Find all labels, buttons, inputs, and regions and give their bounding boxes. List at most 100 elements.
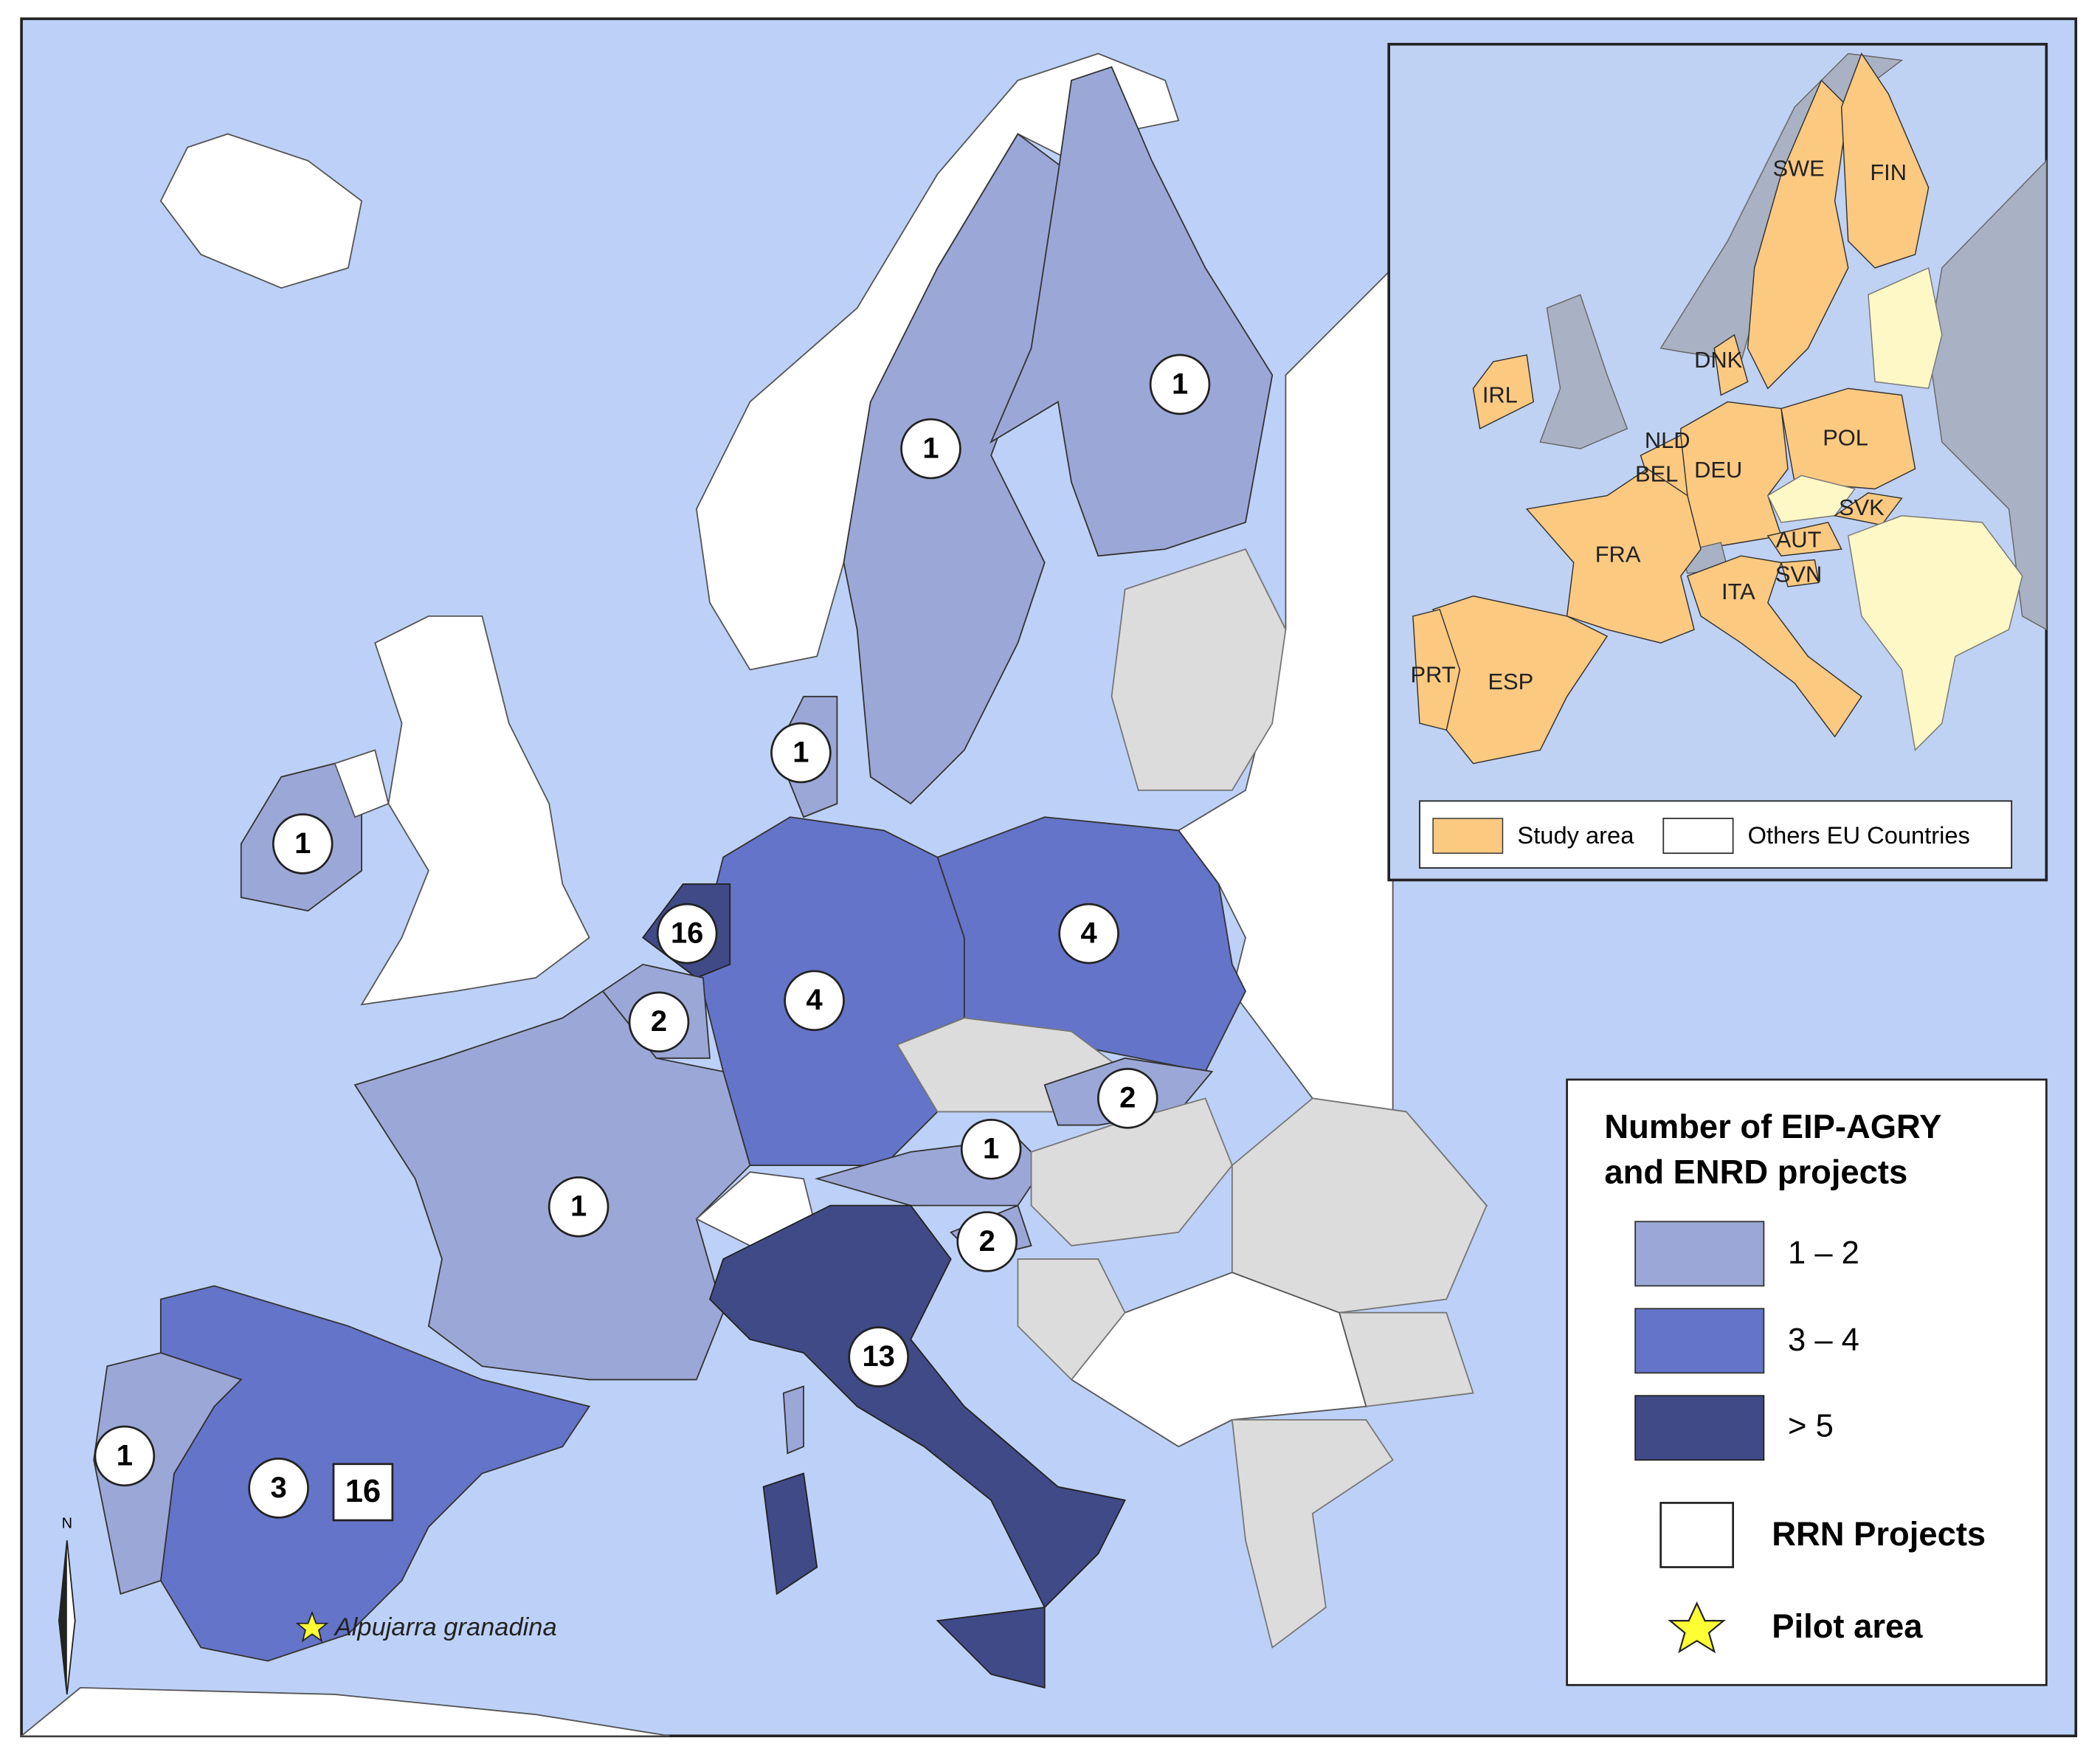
count-label: 16	[671, 917, 703, 949]
inset-sweden	[1747, 79, 1849, 390]
inset-map: SWE FIN DNK IRL NLD BEL DEU POL SVK AUT SVN FRA ITA P…	[1387, 43, 2048, 882]
count-label: 4	[806, 984, 822, 1016]
baltics	[1111, 548, 1287, 791]
inset-uk	[1539, 294, 1628, 449]
finland	[989, 66, 1274, 557]
inset-slovenia	[1780, 559, 1820, 587]
inset-code: POL	[1823, 424, 1868, 450]
count-circle	[656, 903, 718, 965]
count-circle	[956, 1211, 1018, 1272]
count-circle	[272, 813, 334, 875]
count-circle	[1096, 1067, 1158, 1129]
portugal	[93, 1352, 243, 1596]
count-label: 13	[862, 1340, 894, 1373]
france	[353, 990, 751, 1381]
balkans	[1070, 1272, 1367, 1448]
inset-legend-label: Study area	[1517, 821, 1634, 849]
legend-class: 3 – 4	[1788, 1322, 1859, 1358]
inset-code: DNK	[1694, 347, 1743, 373]
inset-code: ESP	[1488, 669, 1533, 694]
rrn-marker: 16	[332, 1463, 394, 1522]
inset-code: SWE	[1772, 156, 1824, 182]
inset-code: SVN	[1775, 562, 1822, 587]
count-label: 2	[979, 1225, 995, 1258]
croatia	[1017, 1258, 1126, 1381]
inset-finland	[1840, 52, 1930, 269]
inset-slovakia	[1833, 492, 1903, 526]
legend-rrn-swatch	[1659, 1502, 1735, 1568]
legend-swatch	[1634, 1221, 1765, 1287]
count-label: 3	[270, 1472, 286, 1504]
inset-code: AUT	[1776, 526, 1822, 552]
count-circle	[784, 970, 845, 1032]
legend-title: Number of EIP-AGRY	[1604, 1108, 1941, 1145]
inset-denmark	[1713, 334, 1749, 396]
sicily	[936, 1606, 1046, 1689]
rrn-count: 16	[345, 1474, 381, 1509]
corsica	[782, 1385, 804, 1455]
sweden	[843, 133, 1073, 805]
inset-country-codes: SWE FIN DNK IRL NLD BEL DEU POL SVK AUT SVN FRA ITA P…	[1411, 156, 1907, 694]
inset-code: BEL	[1635, 461, 1678, 486]
pilot-area-label: Alpujarra granadina	[334, 1613, 557, 1641]
sardinia	[762, 1472, 818, 1596]
iceland	[159, 133, 363, 289]
count-circle	[1149, 353, 1211, 415]
inset-austria	[1766, 522, 1842, 556]
count-circle	[900, 418, 961, 480]
count-label: 2	[1119, 1082, 1136, 1114]
north-arrow: N	[58, 1516, 76, 1695]
count-label: 4	[1081, 917, 1097, 949]
count-circle	[548, 1176, 609, 1238]
inset-code: SVK	[1839, 494, 1885, 520]
count-circle	[770, 722, 832, 784]
inset-czechia	[1766, 475, 1857, 523]
count-label: 1	[117, 1439, 133, 1472]
northern-ireland	[334, 749, 390, 818]
inset-code: NLD	[1645, 427, 1690, 453]
north-label: N	[62, 1516, 72, 1532]
count-label: 1	[983, 1133, 999, 1165]
inset-code: FRA	[1595, 541, 1641, 567]
africa	[19, 1686, 670, 1737]
count-label: 1	[922, 432, 939, 464]
pilot-star	[295, 1610, 329, 1643]
inset-code: ITA	[1721, 579, 1755, 604]
count-circle	[960, 1118, 1022, 1180]
count-label: 1	[294, 827, 311, 860]
greece	[1231, 1418, 1394, 1649]
inset-france	[1525, 468, 1702, 644]
count-circle	[248, 1458, 309, 1519]
count-label: 2	[651, 1005, 667, 1038]
inset-code: IRL	[1482, 382, 1518, 407]
inset-ireland	[1472, 354, 1535, 430]
inset-legend-swatch	[1432, 818, 1504, 854]
count-label: 1	[1172, 368, 1188, 400]
italy	[708, 1204, 1126, 1609]
legend-swatch	[1634, 1308, 1765, 1374]
inset-code: DEU	[1694, 457, 1742, 483]
count-label: 1	[792, 736, 809, 768]
inset-portugal	[1412, 608, 1461, 731]
inset-legend-label: Others EU Countries	[1748, 821, 1970, 849]
inset-southeast	[1847, 515, 2023, 751]
legend-rrn: RRN Projects	[1772, 1515, 1986, 1553]
inset-legend-swatch	[1662, 818, 1734, 855]
legend-pilot: Pilot area	[1772, 1607, 1923, 1645]
count-circle	[628, 991, 690, 1053]
count-circle	[848, 1326, 909, 1387]
legend-swatch	[1634, 1395, 1765, 1461]
count-circle	[1058, 903, 1119, 965]
rrn-box	[332, 1463, 394, 1522]
inset-code: FIN	[1870, 159, 1907, 185]
pilot-area-marker: Alpujarra granadina	[295, 1610, 557, 1643]
legend: Number of EIP-AGRY and ENRD projects 1 –…	[1566, 1078, 2048, 1686]
inset-italy	[1687, 555, 1862, 738]
legend-title: and ENRD projects	[1604, 1153, 1907, 1191]
legend-class: > 5	[1788, 1408, 1834, 1444]
legend-box	[1566, 1078, 2048, 1686]
legend-class: 1 – 2	[1788, 1235, 1859, 1271]
united-kingdom	[360, 615, 590, 1006]
inset-baltics	[1868, 266, 1943, 390]
